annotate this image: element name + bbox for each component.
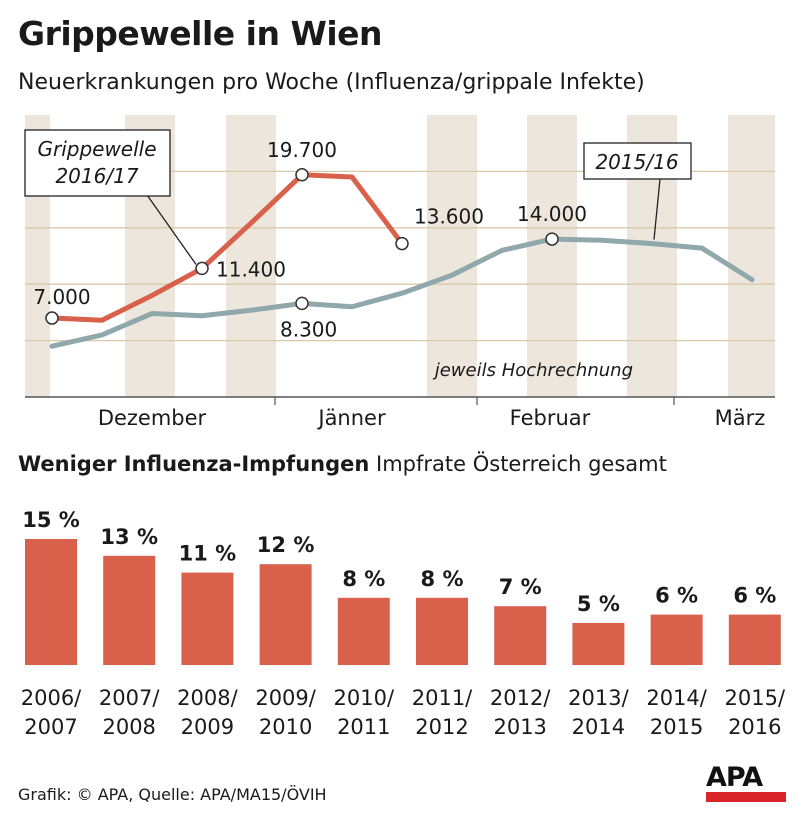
callout-text: Grippewelle	[37, 137, 156, 161]
bar	[25, 539, 77, 665]
category-label: 2009	[181, 715, 234, 739]
category-label: 2007/	[99, 686, 160, 710]
bar-chart-heading: Weniger Influenza-Impfungen Impfrate Öst…	[18, 452, 667, 476]
category-label: 2008/	[177, 686, 238, 710]
week-stripe	[427, 115, 477, 397]
page-subtitle: Neuerkrankungen pro Woche (Influenza/gri…	[18, 70, 645, 95]
data-point-marker	[545, 232, 559, 246]
bar	[337, 597, 390, 665]
bar-value-label: 15 %	[22, 508, 80, 532]
callout-box-2015-16	[583, 142, 692, 180]
bar-value-label: 12 %	[257, 533, 315, 557]
bar-value-label: 13 %	[100, 525, 158, 549]
apa-logo-bar	[706, 792, 786, 802]
apa-logo: APA	[706, 764, 786, 806]
category-label: 2014/	[646, 686, 707, 710]
category-label: 2009/	[255, 686, 316, 710]
category-label: 2016	[728, 715, 781, 739]
data-point-marker	[295, 168, 309, 182]
bar	[650, 614, 703, 665]
data-point-marker	[295, 296, 309, 311]
category-label: 2015/	[725, 686, 786, 710]
bar-chart: 15 % 2006/2007 13 % 2007/2008 11 % 2008/2009 1…	[21, 508, 786, 739]
category-label: 2011	[337, 715, 390, 739]
category-label: 2012/	[490, 686, 551, 710]
callout-leader	[139, 184, 197, 265]
series-line-2016-17	[49, 172, 405, 323]
callout-text: 2015/16	[595, 150, 678, 174]
data-label: 13.600	[414, 205, 484, 229]
callout-text: 2016/17	[55, 164, 138, 188]
callout-leader	[653, 178, 661, 240]
month-label: Februar	[510, 406, 591, 430]
data-label: 19.700	[267, 138, 337, 162]
week-stripe	[527, 115, 577, 397]
callout-box-2016-17	[24, 129, 171, 197]
category-label: 2011/	[412, 686, 473, 710]
bar	[728, 614, 781, 665]
line-chart: Dezember Jänner Februar März 7.000 11.400 19.7…	[24, 115, 775, 430]
bar-value-label: 6 %	[655, 584, 698, 608]
bar-value-label: 8 %	[342, 567, 385, 591]
bar	[572, 623, 625, 665]
data-point-marker	[195, 261, 209, 276]
page-title: Grippewelle in Wien	[18, 14, 383, 53]
week-stripe	[226, 115, 276, 397]
month-label: Dezember	[98, 406, 207, 430]
data-label: 14.000	[517, 202, 587, 226]
category-label: 2012	[415, 715, 468, 739]
bar-chart-subtitle: Impfrate Österreich gesamt	[376, 452, 667, 476]
bar-value-label: 11 %	[179, 542, 237, 566]
bar	[181, 572, 234, 665]
bar-chart-title: Weniger Influenza-Impfungen	[18, 452, 370, 476]
category-label: 2013/	[568, 686, 629, 710]
data-label: 11.400	[216, 257, 286, 281]
category-label: 2010	[259, 715, 312, 739]
category-label: 2010/	[334, 686, 395, 710]
data-label: 7.000	[33, 285, 90, 309]
data-label: 8.300	[280, 317, 337, 341]
category-label: 2013	[493, 715, 546, 739]
category-label: 2014	[572, 715, 625, 739]
bar-value-label: 6 %	[733, 584, 776, 608]
category-label: 2007	[24, 715, 77, 739]
apa-logo-text: APA	[706, 762, 763, 793]
week-stripe	[728, 115, 775, 397]
source-credit: Grafik: © APA, Quelle: APA/MA15/ÖVIH	[18, 785, 327, 804]
month-label: Jänner	[316, 406, 386, 430]
bar-value-label: 7 %	[499, 575, 542, 599]
category-label: 2008	[102, 715, 155, 739]
month-label: März	[715, 406, 766, 430]
data-point-marker	[45, 311, 59, 325]
bar-value-label: 5 %	[577, 592, 620, 616]
bar-value-label: 8 %	[421, 567, 464, 591]
bar	[494, 606, 547, 665]
annotation-note: jeweils Hochrechnung	[432, 360, 633, 381]
category-label: 2006/	[21, 686, 82, 710]
bar	[259, 564, 312, 665]
category-label: 2015	[650, 715, 703, 739]
bar	[103, 555, 156, 665]
data-point-marker	[395, 236, 409, 251]
series-line-2015-16	[49, 236, 755, 349]
bar	[416, 597, 468, 665]
